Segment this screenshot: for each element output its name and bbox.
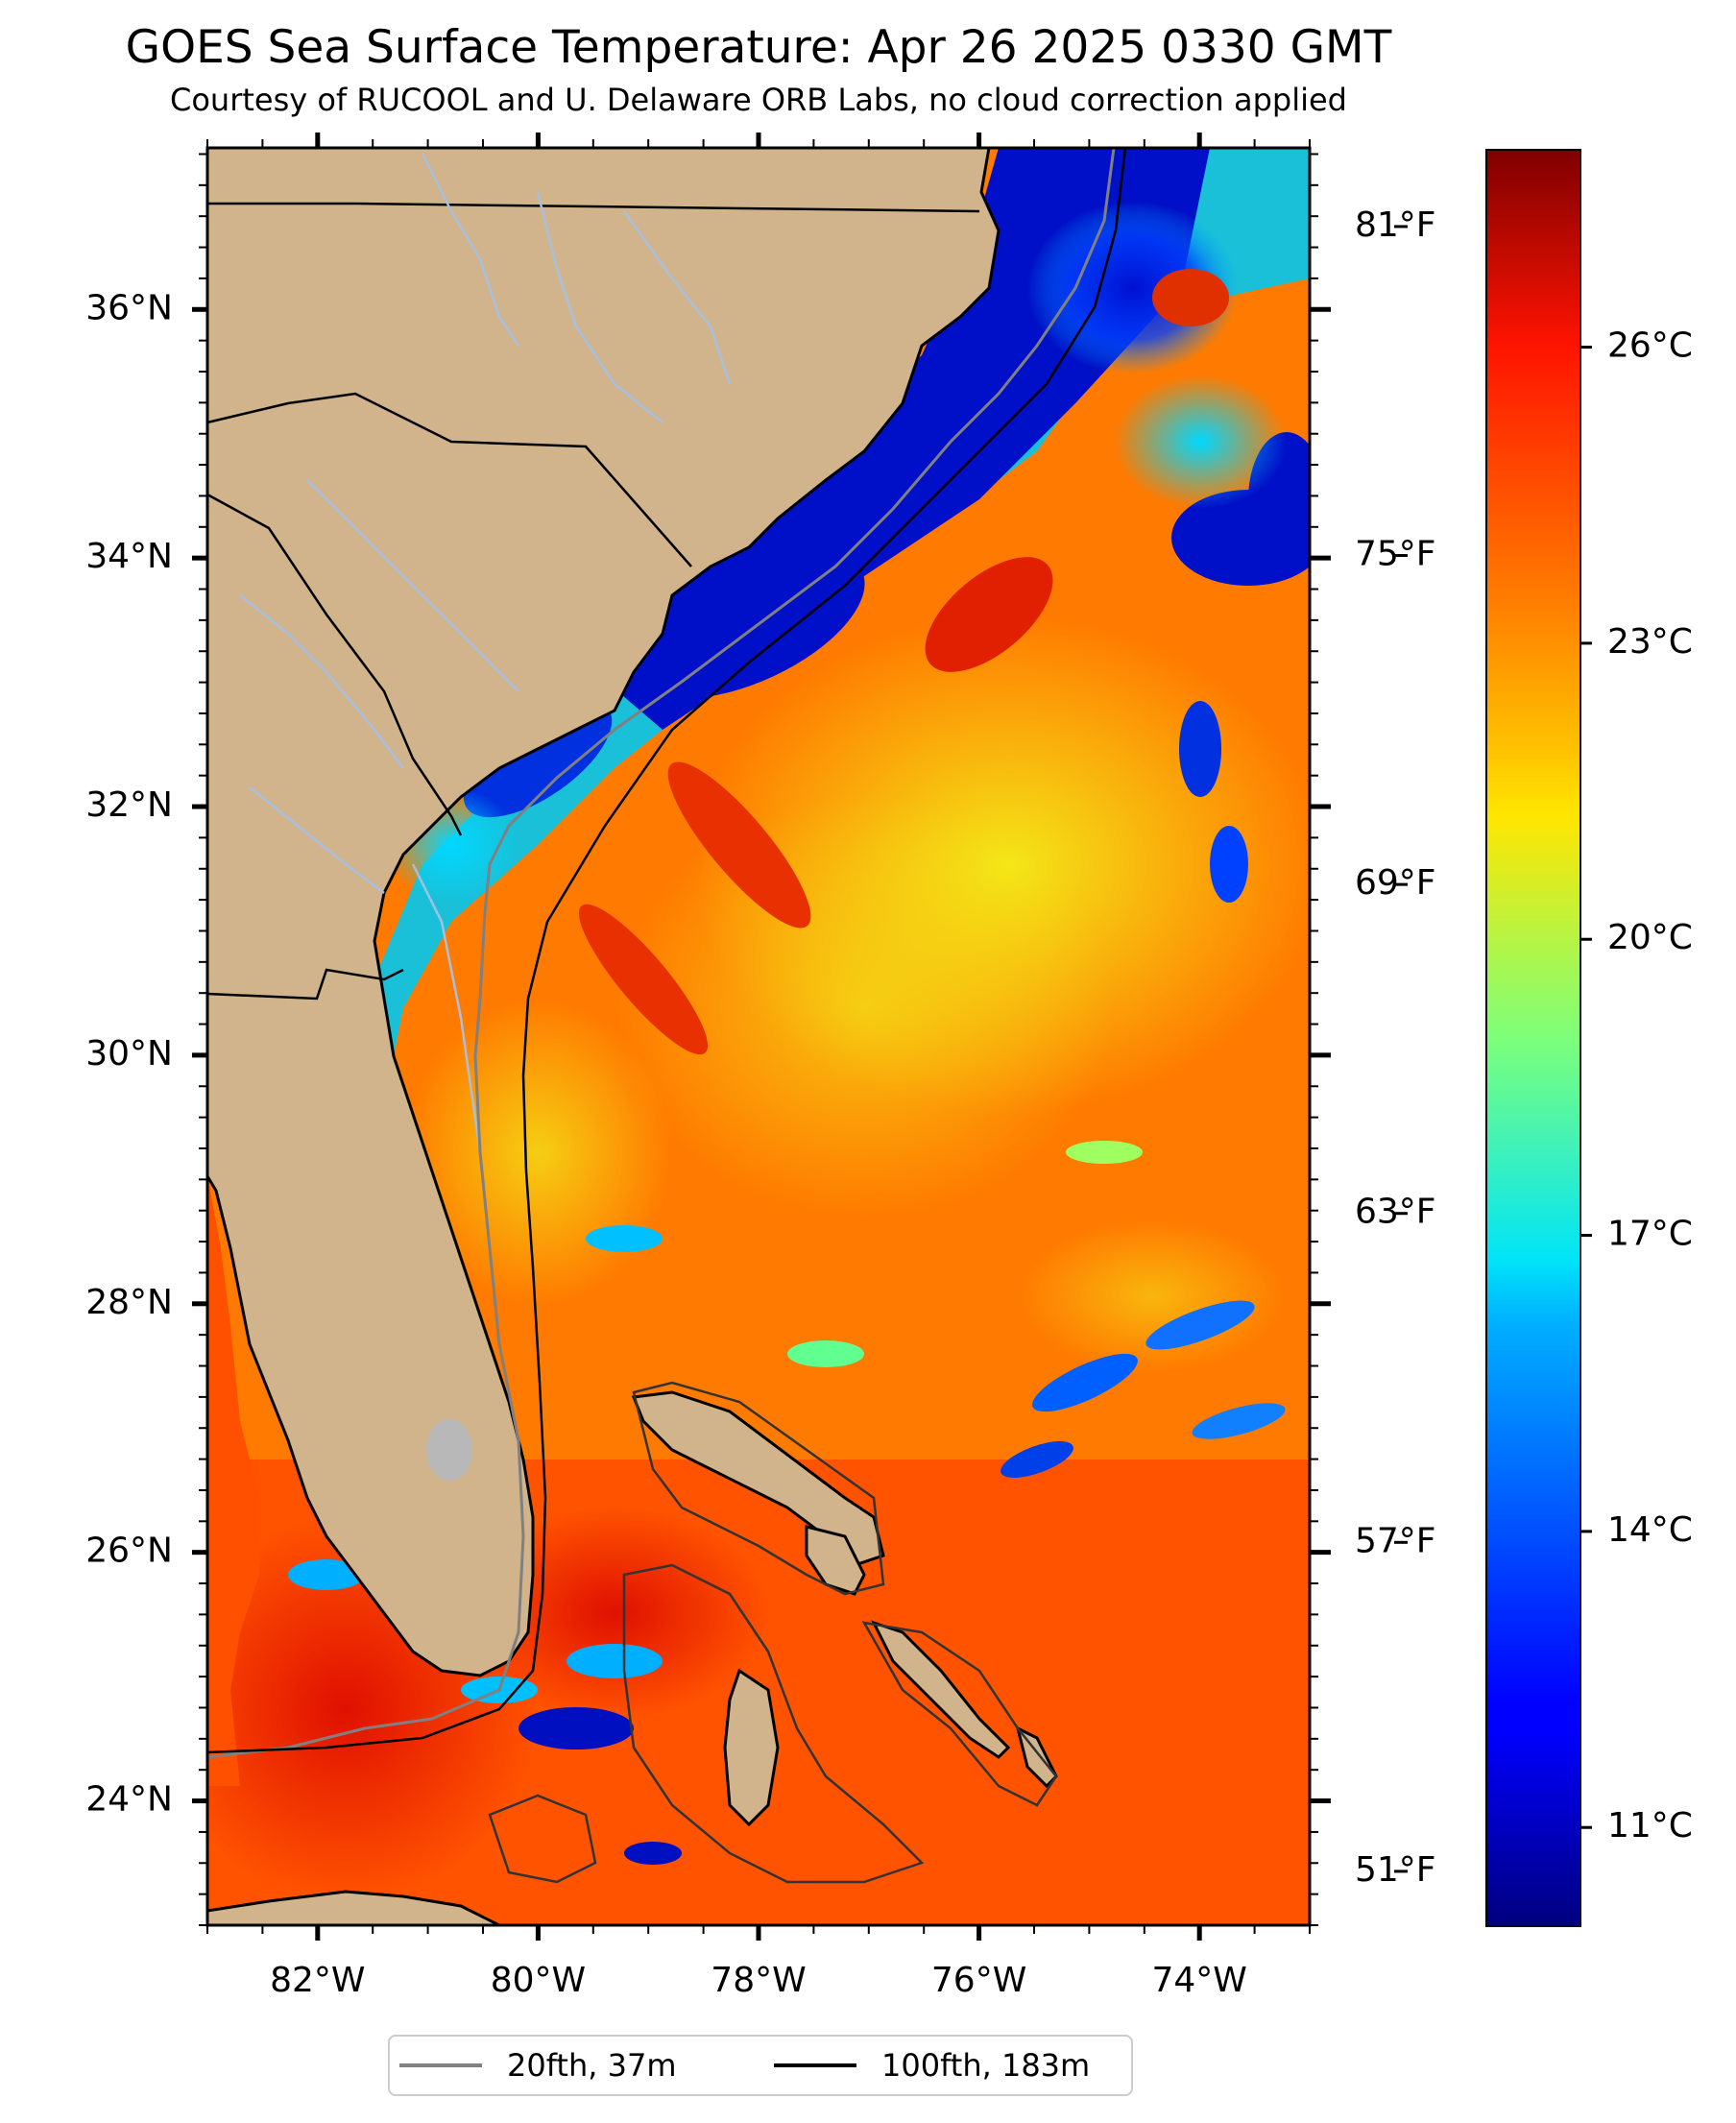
colorbar-tick-label-c: 17°C — [1607, 1215, 1693, 1254]
lon-tick-label: 74°W — [1151, 1961, 1246, 2000]
lat-tick-label: 26°N — [85, 1532, 173, 1571]
cuba-land — [205, 1890, 500, 1927]
colorbar-tick-label-c: 26°C — [1607, 326, 1693, 366]
lat-tick-label: 34°N — [85, 537, 173, 576]
colorbar-tick-label-f: 81°F — [1355, 205, 1436, 245]
lon-tick-label: 80°W — [491, 1961, 586, 2000]
lake-okeechobee — [426, 1419, 472, 1481]
page-subtitle: Courtesy of RUCOOL and U. Delaware ORB L… — [170, 82, 1347, 118]
legend-label-20fth: 20fth, 37m — [507, 2047, 677, 2084]
lat-tick-label: 30°N — [85, 1034, 173, 1074]
lat-tick-label: 24°N — [85, 1780, 173, 1820]
colorbar-tick-label-c: 14°C — [1607, 1510, 1693, 1550]
legend-line-20fth — [399, 2063, 482, 2067]
lat-tick-label: 32°N — [85, 785, 173, 825]
gulf-of-mexico-sst — [207, 1176, 259, 1786]
colorbar-tick-label-c: 11°C — [1607, 1806, 1693, 1846]
colorbar-tick-label-c: 23°C — [1607, 622, 1693, 662]
colorbar-ticks: 11°C 14°C 17°C 20°C 23°C 26°C 51°F 57°F 63°F 69°F… — [1355, 205, 1693, 1890]
contour-legend: 20fth, 37m 100fth, 183m — [388, 2035, 1133, 2096]
colorbar — [1485, 149, 1581, 1927]
eleuthera-land — [871, 1620, 1011, 1759]
colorbar-tick-label-f: 75°F — [1355, 535, 1436, 574]
lon-tick-label: 82°W — [270, 1961, 365, 2000]
rivers — [239, 153, 732, 1153]
lon-tick-label: 78°W — [711, 1961, 806, 2000]
land-masses — [205, 146, 1058, 1927]
axis-labels: 82°W 80°W 78°W 76°W 74°W 24°N 26°N 28°N 30°N 32°N… — [85, 288, 1247, 2000]
axis-ticks — [192, 133, 1331, 1941]
grand-bahama-land — [631, 1390, 885, 1567]
colorbar-tick-label-f: 69°F — [1355, 863, 1436, 903]
colorbar-tick-label-f: 57°F — [1355, 1521, 1436, 1560]
contour-20fth — [206, 147, 1116, 1759]
legend-item-20fth: 20fth, 37m — [399, 2037, 676, 2094]
legend-item-100fth: 100fth, 183m — [774, 2037, 1090, 2094]
colorbar-tick-label-f: 63°F — [1355, 1193, 1436, 1232]
bathymetry-contours — [206, 147, 1127, 1884]
state-borders — [206, 202, 980, 1001]
andros-land — [723, 1668, 780, 1827]
colorbar-tick-label-c: 20°C — [1607, 918, 1693, 957]
cat-island-land — [1015, 1725, 1058, 1789]
southeast-us-land — [205, 146, 1001, 1677]
lat-tick-label: 36°N — [85, 288, 173, 327]
contour-100fth — [206, 147, 1127, 1754]
page-title: GOES Sea Surface Temperature: Apr 26 202… — [125, 21, 1392, 74]
lat-tick-label: 28°N — [85, 1283, 173, 1322]
abaco-land — [805, 1525, 866, 1596]
legend-label-100fth: 100fth, 183m — [881, 2047, 1091, 2084]
colorbar-tick-label-f: 51°F — [1355, 1850, 1436, 1890]
legend-line-100fth — [774, 2063, 856, 2067]
lon-tick-label: 76°W — [931, 1961, 1026, 2000]
